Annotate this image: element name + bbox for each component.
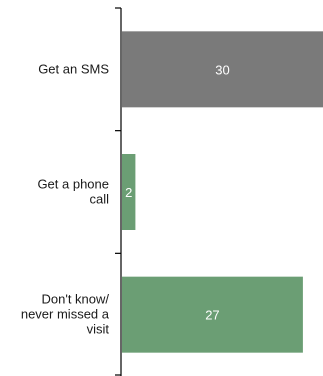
axis-layer bbox=[115, 7, 122, 376]
category-label: Don't know/never missed a visit bbox=[21, 292, 110, 337]
category-label: Get an SMS bbox=[38, 61, 109, 76]
labels-layer: 30 Get an SMS 2 Get a phone call 27 Don't know… bbox=[21, 61, 230, 336]
bar bbox=[122, 31, 323, 108]
data-label: 27 bbox=[205, 308, 219, 323]
bars-layer bbox=[122, 31, 323, 353]
category-label: Get a phone call bbox=[37, 177, 109, 207]
data-label: 30 bbox=[215, 62, 229, 77]
data-label: 2 bbox=[125, 185, 132, 200]
bar bbox=[122, 276, 303, 353]
bar bbox=[122, 154, 136, 230]
